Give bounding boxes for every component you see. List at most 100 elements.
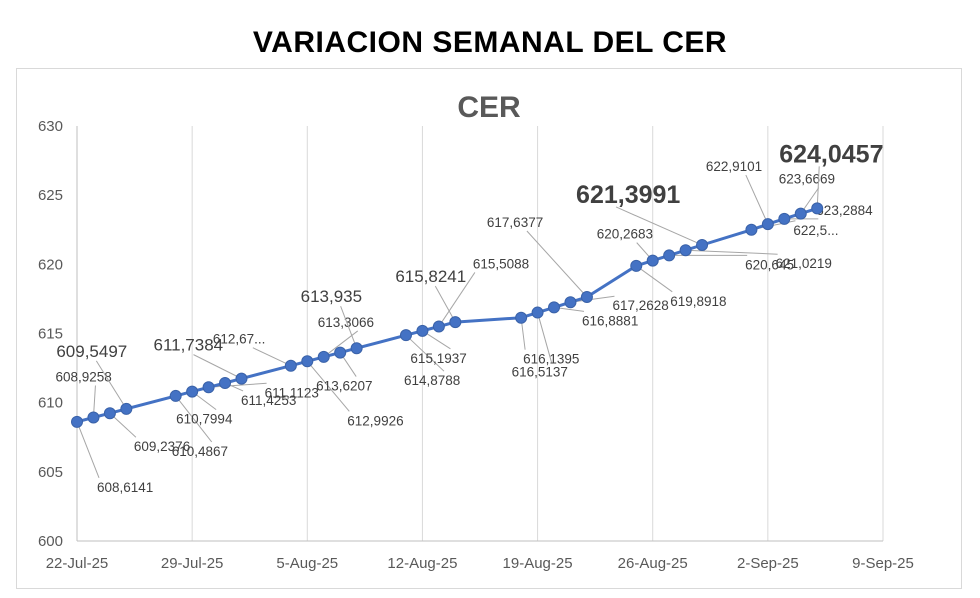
data-label: 610,7994 bbox=[176, 412, 233, 427]
x-tick-label: 5-Aug-25 bbox=[276, 555, 338, 572]
data-label: 621,3991 bbox=[576, 181, 680, 209]
chart-title: CER bbox=[457, 91, 521, 124]
data-point-marker bbox=[564, 296, 577, 309]
leader-line bbox=[76, 421, 100, 479]
leader-line bbox=[816, 166, 820, 209]
data-label: 613,935 bbox=[301, 287, 362, 306]
data-label: 608,9258 bbox=[55, 370, 111, 385]
leader-line bbox=[526, 230, 588, 298]
data-point-marker bbox=[580, 291, 593, 304]
x-tick-label: 26-Aug-25 bbox=[618, 555, 688, 572]
data-label: 608,6141 bbox=[97, 480, 153, 495]
data-label: 616,5137 bbox=[512, 365, 568, 380]
data-point-marker bbox=[778, 212, 791, 225]
data-label: 613,6207 bbox=[316, 379, 372, 394]
data-point-marker bbox=[646, 254, 659, 267]
data-point-marker bbox=[87, 411, 100, 424]
data-point-marker bbox=[284, 359, 297, 372]
data-point-marker bbox=[794, 207, 807, 220]
x-tick-label: 12-Aug-25 bbox=[387, 555, 457, 572]
data-point-marker bbox=[745, 223, 758, 236]
data-label: 616,8881 bbox=[582, 313, 638, 328]
x-tick-label: 9-Sep-25 bbox=[852, 555, 914, 572]
data-label: 619,8918 bbox=[670, 294, 726, 309]
leader-line bbox=[635, 265, 673, 293]
leader-line bbox=[175, 395, 213, 443]
data-point-marker bbox=[202, 381, 215, 394]
leader-line bbox=[685, 249, 778, 255]
data-point-marker bbox=[663, 249, 676, 262]
leader-line bbox=[252, 347, 292, 367]
data-label: 617,2628 bbox=[612, 298, 668, 313]
data-label: 617,6377 bbox=[487, 215, 543, 230]
data-label: 615,5088 bbox=[473, 256, 529, 271]
data-point-marker bbox=[317, 350, 330, 363]
x-tick-label: 22-Jul-25 bbox=[46, 555, 109, 572]
y-tick-label: 600 bbox=[38, 533, 63, 550]
data-label: 611,4253 bbox=[241, 393, 296, 408]
data-label: 610,4867 bbox=[172, 444, 228, 459]
leader-line bbox=[193, 354, 242, 380]
data-label: 613,3066 bbox=[318, 315, 374, 330]
y-tick-label: 610 bbox=[38, 395, 63, 412]
data-point-marker bbox=[169, 389, 182, 402]
data-point-marker bbox=[350, 342, 363, 355]
data-point-marker bbox=[679, 244, 692, 257]
y-tick-label: 605 bbox=[38, 464, 63, 481]
data-label: 614,8788 bbox=[404, 373, 460, 388]
leader-line bbox=[405, 334, 445, 372]
y-tick-label: 620 bbox=[38, 256, 63, 273]
y-tick-label: 615 bbox=[38, 326, 63, 343]
data-label: 623,6669 bbox=[779, 172, 835, 187]
x-tick-label: 2-Sep-25 bbox=[737, 555, 799, 572]
y-tick-label: 630 bbox=[38, 118, 63, 135]
leader-line bbox=[745, 174, 769, 225]
y-tick-label: 625 bbox=[38, 187, 63, 204]
data-label: 611,7384 bbox=[153, 336, 223, 355]
data-label: 609,2376 bbox=[134, 439, 190, 454]
x-tick-label: 29-Jul-25 bbox=[161, 555, 224, 572]
data-label: 621,0219 bbox=[776, 256, 832, 271]
leader-line bbox=[537, 312, 553, 363]
data-label: 615,1937 bbox=[410, 351, 466, 366]
data-point-marker bbox=[811, 202, 824, 215]
data-point-marker bbox=[449, 316, 462, 329]
data-label: 611,1123 bbox=[265, 385, 319, 400]
data-label: 615,8241 bbox=[395, 267, 466, 286]
data-point-marker bbox=[515, 311, 528, 324]
leader-line bbox=[615, 206, 703, 246]
data-point-marker bbox=[761, 218, 774, 231]
data-label: 624,0457 bbox=[779, 140, 883, 168]
data-label: 616,1395 bbox=[523, 352, 579, 367]
data-point-marker bbox=[120, 402, 133, 415]
data-point-marker bbox=[630, 259, 643, 272]
data-point-marker bbox=[301, 355, 314, 368]
data-label: 612,67... bbox=[213, 332, 266, 347]
data-point-marker bbox=[696, 238, 709, 251]
data-point-marker bbox=[186, 385, 199, 398]
data-label: 623,2884 bbox=[816, 203, 873, 218]
data-point-marker bbox=[71, 415, 83, 428]
data-point-marker bbox=[432, 320, 445, 333]
data-label: 609,5497 bbox=[56, 342, 127, 361]
data-point-marker bbox=[531, 306, 544, 319]
leader-line bbox=[95, 360, 127, 410]
leader-line bbox=[438, 272, 476, 327]
data-label: 622,9101 bbox=[706, 159, 762, 174]
page-title: VARIACION SEMANAL DEL CER bbox=[252, 26, 728, 59]
data-point-marker bbox=[399, 329, 412, 342]
x-tick-label: 19-Aug-25 bbox=[503, 555, 573, 572]
data-label: 612,9926 bbox=[347, 413, 403, 428]
data-label: 620,2683 bbox=[597, 227, 653, 242]
leader-line bbox=[434, 285, 456, 323]
chart-frame: CER 600 605 610 615 620 625 630 22-Jul-25 29-Jul… bbox=[16, 68, 962, 589]
data-point-marker bbox=[235, 372, 248, 385]
leader-line bbox=[340, 306, 358, 349]
data-label: 620,645 bbox=[745, 257, 794, 272]
leader-line bbox=[306, 360, 350, 412]
leader-line bbox=[208, 382, 267, 388]
cer-line-chart: CER 600 605 610 615 620 625 630 22-Jul-25 29-Jul… bbox=[38, 91, 914, 572]
data-point-marker bbox=[416, 324, 429, 337]
data-label: 622,5... bbox=[793, 223, 838, 238]
data-point-marker bbox=[548, 301, 561, 314]
